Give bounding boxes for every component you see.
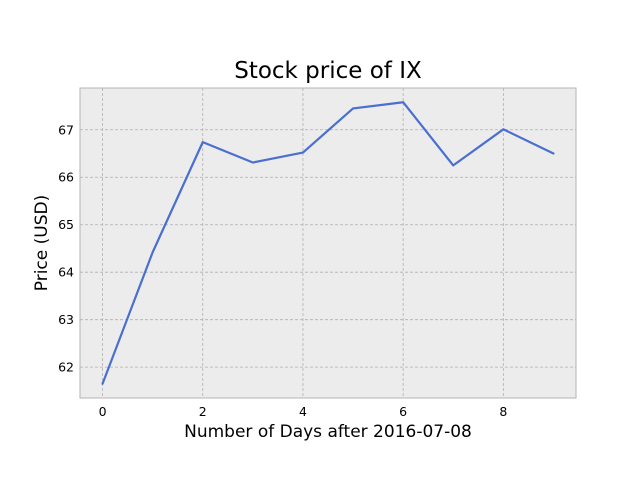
x-tick-label: 8 <box>499 404 507 419</box>
price-series-line <box>101 101 555 385</box>
plot-area <box>80 88 576 398</box>
x-axis-label: Number of Days after 2016-07-08 <box>184 422 472 442</box>
x-tick-label: 0 <box>99 404 107 419</box>
y-tick-label: 62 <box>58 360 74 375</box>
y-tick-label: 65 <box>58 217 74 232</box>
chart-title: Stock price of IX <box>234 58 422 84</box>
x-tick-label: 4 <box>299 404 307 419</box>
y-tick-label: 63 <box>58 312 74 327</box>
x-tick-label: 2 <box>199 404 207 419</box>
y-tick-label: 66 <box>58 170 74 185</box>
y-tick-label: 67 <box>58 122 74 137</box>
tick-labels: 0 2 4 6 8 62 63 64 65 66 67 <box>58 122 507 419</box>
series-layer <box>101 101 555 385</box>
y-tick-label: 64 <box>58 265 74 280</box>
y-axis-label: Price (USD) <box>32 195 52 291</box>
x-tick-label: 6 <box>399 404 407 419</box>
plot-frame <box>79 87 577 399</box>
